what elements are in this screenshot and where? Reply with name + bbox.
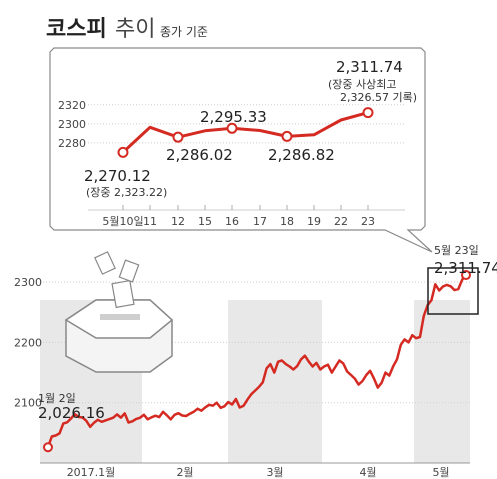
inset-series-line [121,111,369,154]
inset-data-point [117,146,129,158]
inset-x-tick-label: 11 [143,215,157,228]
inset-callout-box [49,47,433,253]
main-highlight-box [427,267,479,315]
inset-data-label: 2,270.12 [84,167,151,185]
main-y-tick-label: 2100 [14,397,42,410]
main-x-tick-label: 2017.1월 [67,466,116,479]
inset-x-tick-label: 22 [334,215,348,228]
month-band-column [228,300,322,463]
inset-x-tick-label: 19 [307,215,321,228]
main-end-value-label: 2,311.74 [434,259,497,277]
chart-title-note: 종가 기준 [160,25,208,39]
main-start-date-label: 1월 2일 [38,391,76,405]
inset-data-point [362,107,374,119]
inset-x-tick-label: 5월10일 [102,214,143,228]
inset-data-label: 2,286.82 [268,146,335,164]
main-x-tick-label: 3월 [266,466,283,479]
inset-x-tick-label: 16 [225,215,239,228]
inset-data-note: (장중 사상최고 [328,78,397,91]
inset-data-point [226,122,238,134]
inset-data-point [172,131,184,143]
ballot-paper [111,279,135,309]
main-start-value-label: 2,026.16 [38,404,105,422]
inset-y-tick-label: 2300 [58,118,86,131]
inset-y-tick-label: 2280 [58,137,86,150]
inset-x-tick-label: 23 [361,215,375,228]
ballot-slot [100,314,140,320]
main-end-point [461,270,471,281]
main-y-tick-label: 2200 [14,336,42,349]
main-y-tick-label: 2300 [14,276,42,289]
inset-x-tick-label: 12 [171,215,185,228]
inset-x-tick-label: 18 [280,215,294,228]
main-end-date-label: 5월 23일 [434,243,479,257]
month-band-column [414,300,470,463]
inset-data-note: 2,326.57 기록) [340,91,417,104]
inset-x-tick-label: 17 [253,215,267,228]
inset-data-point [281,130,293,142]
main-x-tick-label: 4월 [359,466,376,479]
inset-y-tick-label: 2320 [58,99,86,112]
chart-title-main: 코스피 [46,17,107,42]
inset-data-label: 2,286.02 [166,146,233,164]
ballot-box-illustration [64,251,174,373]
main-x-tick-label: 5월 [432,466,449,479]
main-start-point [43,442,53,453]
inset-data-label: 2,295.33 [200,108,267,126]
ballot-paper [118,259,140,283]
chart-title-sub: 추이 [115,17,155,42]
ballot-paper [94,251,116,275]
inset-x-tick-label: 15 [198,215,212,228]
main-x-tick-label: 2월 [176,466,193,479]
inset-data-label: 2,311.74 [336,58,403,76]
main-series-line [46,274,467,448]
inset-data-note: (장중 2,323.22) [86,186,167,199]
